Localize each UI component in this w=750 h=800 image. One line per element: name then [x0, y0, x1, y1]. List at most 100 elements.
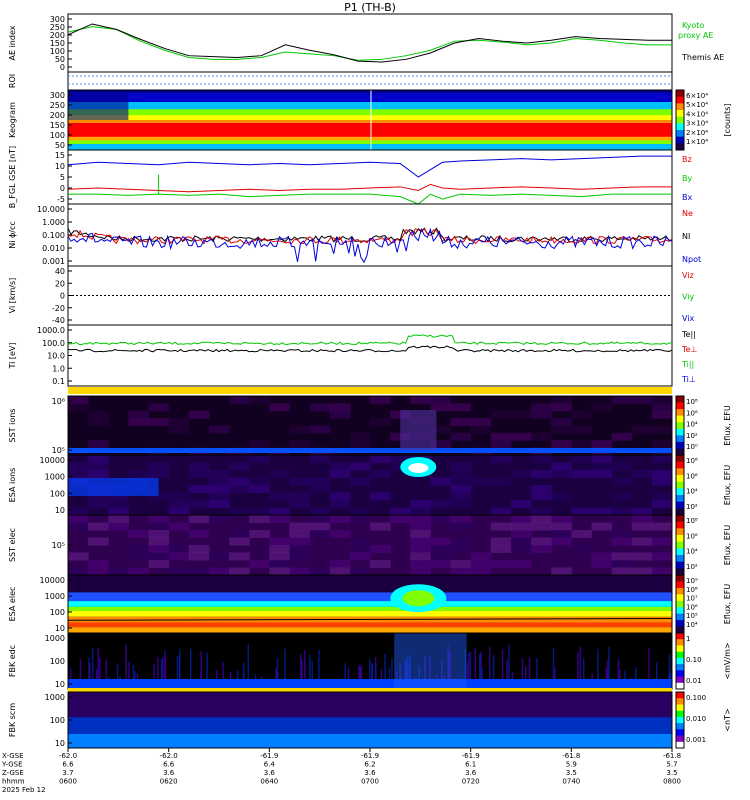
fbk-e-line [301, 659, 303, 689]
colorbar-tick: 10⁸ [686, 517, 698, 525]
spec-cell [370, 492, 391, 501]
spec-cell [309, 403, 331, 412]
spec-cell [309, 485, 331, 493]
colorbar-tick: 10⁶ [686, 532, 698, 540]
spec-cell [88, 470, 109, 478]
keogram-band [370, 90, 372, 150]
colorbar-cell [676, 645, 684, 653]
spec-cell [148, 492, 170, 501]
spec-cell [88, 500, 109, 508]
colorbar-cell [676, 587, 684, 595]
spec-cell [450, 567, 472, 576]
spec-cell [470, 552, 492, 561]
spec-cell [611, 396, 633, 404]
fbk-e-line [105, 659, 108, 689]
esa-elec-layer [68, 610, 672, 617]
spec-cell [269, 403, 290, 412]
colorbar-cell [676, 729, 684, 737]
tick-label: 300 [50, 91, 65, 100]
colorbar-cell [676, 620, 684, 628]
fbk-e-line [388, 667, 391, 689]
spec-cell [370, 418, 391, 426]
spec-cell [651, 500, 673, 508]
fbk-e-line [347, 667, 350, 689]
spec-cell [88, 462, 109, 471]
spec-cell [349, 462, 371, 471]
colorbar-cell [676, 651, 684, 659]
spec-cell [68, 462, 89, 471]
spec-cell [531, 403, 552, 412]
spec-cell [571, 425, 592, 434]
spec-cell [148, 545, 170, 553]
series-line [67, 345, 673, 353]
fbk-e-line [577, 651, 579, 689]
series-label: NI [682, 232, 690, 241]
tick-label: 10⁵ [52, 446, 65, 455]
colorbar-frame [675, 632, 685, 690]
spec-cell [631, 425, 653, 434]
spec-cell [208, 477, 230, 486]
colorbar-cell [676, 548, 684, 556]
tick-label: 0.1 [52, 377, 65, 386]
colorbar-label: [counts] [723, 104, 732, 137]
spec-cell [88, 560, 109, 568]
series-line-0 [67, 183, 672, 193]
temperature-frame [67, 324, 673, 387]
esa-ion-feature [408, 463, 429, 473]
spec-cell [571, 455, 592, 463]
spec-cell [651, 470, 673, 478]
tick-label: 0 [60, 292, 65, 301]
spec-cell [611, 492, 633, 501]
spec-cell [430, 560, 452, 568]
spec-cell [269, 567, 290, 576]
series-line-0 [67, 26, 672, 61]
tick-label: 0 [60, 184, 65, 193]
spec-cell [349, 552, 371, 561]
spec-cell [510, 545, 532, 553]
tick-label: 50 [55, 141, 65, 150]
spec-cell [611, 530, 633, 538]
axis-label: AE index [8, 25, 17, 60]
spec-cell [168, 425, 190, 434]
tick-label: -20 [52, 304, 65, 313]
tick-label: -5 [57, 195, 65, 204]
esa-ion-feature [68, 478, 159, 496]
spec-cell [349, 507, 371, 516]
x-row-label: Y-GSE [1, 761, 23, 769]
x-tick-label: 5.7 [666, 761, 677, 769]
spec-cell [651, 425, 673, 434]
spec-cell [430, 425, 452, 434]
spec-cell [651, 537, 673, 546]
tick-label: 100 [50, 47, 65, 56]
spec-cell [591, 552, 613, 561]
fbk-e-line [501, 649, 504, 689]
series-label: Npot [682, 255, 701, 264]
colorbar-cell [676, 136, 684, 144]
fbk-e-line [88, 657, 90, 689]
spec-cell [510, 522, 532, 531]
spec-cell [450, 492, 472, 501]
spec-cell [269, 537, 290, 546]
spec-cell [450, 477, 472, 486]
spec-cell [651, 552, 673, 561]
tick-label: 100 [50, 657, 65, 666]
spec-cell [490, 440, 512, 449]
colorbar-cell [676, 535, 684, 543]
x-tick-label: 3.6 [465, 769, 477, 777]
spec-cell [168, 418, 190, 426]
spec-cell [329, 403, 351, 412]
tick-label: 40 [55, 267, 65, 276]
fbk-e-line [469, 651, 472, 689]
colorbar-cell [676, 568, 684, 576]
series-line [67, 334, 673, 346]
spec-cell [229, 537, 250, 546]
fbk-e-line [606, 660, 609, 689]
spec-cell [551, 418, 572, 426]
colorbar-tick: 10⁸ [686, 586, 698, 594]
spec-cell [188, 470, 210, 478]
esa-elec-image [67, 575, 673, 633]
x-tick-label: -62.0 [160, 752, 178, 760]
fbk-e-line [655, 662, 658, 689]
